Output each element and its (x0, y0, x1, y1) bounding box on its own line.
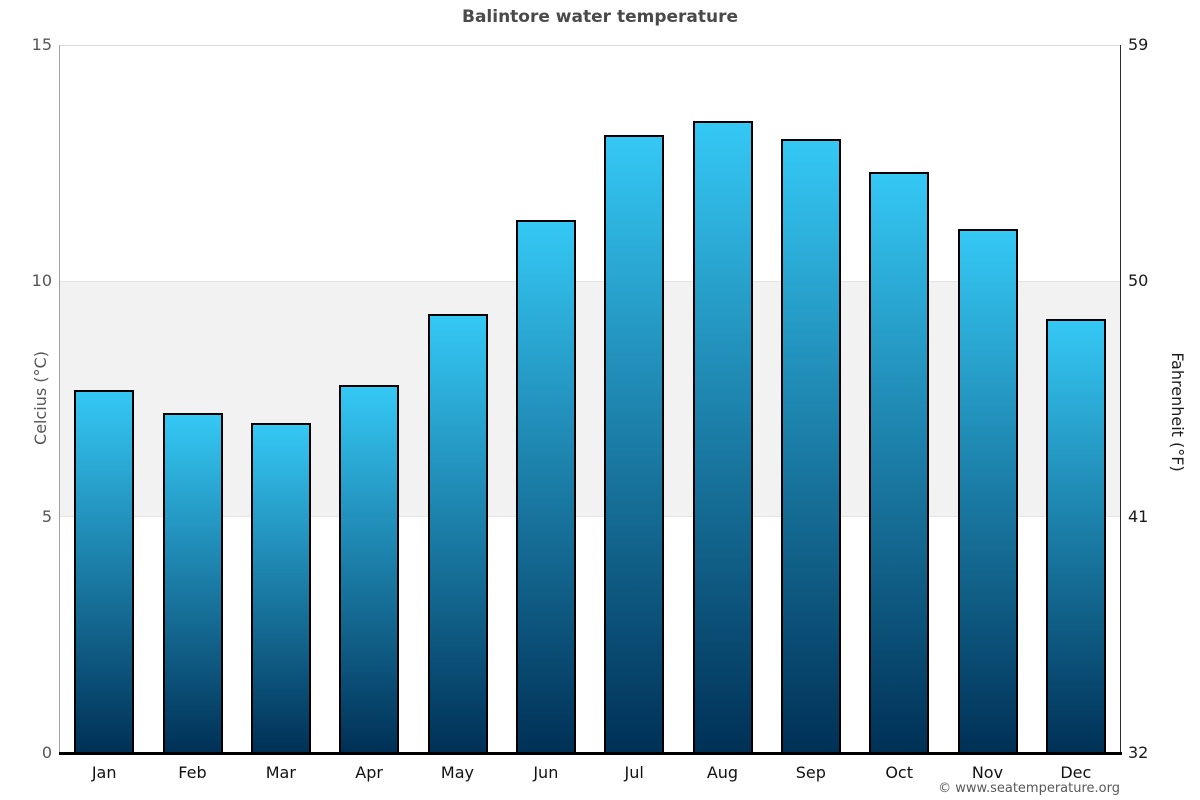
month-label-nov: Nov (971, 763, 1004, 782)
celsius-tick-0: 0 (41, 743, 52, 762)
month-label-feb: Feb (178, 763, 207, 782)
month-label-apr: Apr (355, 763, 383, 782)
bars-group (60, 45, 1120, 753)
fahrenheit-tick-59: 59 (1128, 35, 1149, 54)
month-label-jan: Jan (91, 763, 117, 782)
celsius-tick-15: 15 (31, 35, 52, 54)
celsius-tick-5: 5 (41, 507, 52, 526)
fahrenheit-tick-32: 32 (1128, 743, 1149, 762)
celsius-tick-10: 10 (31, 271, 52, 290)
plot-area (59, 45, 1122, 755)
month-label-jul: Jul (624, 763, 644, 782)
month-label-oct: Oct (885, 763, 913, 782)
month-label-jun: Jun (533, 763, 559, 782)
bar-jun (515, 219, 576, 753)
bar-dec (1045, 318, 1106, 753)
gridline-15c (60, 45, 1120, 46)
bar-may (427, 314, 488, 753)
bar-mar (250, 422, 311, 753)
fahrenheit-tick-50: 50 (1128, 271, 1149, 290)
copyright-text: © www.seatemperature.org (938, 781, 1120, 796)
fahrenheit-axis-title: Fahrenheit (°F) (1168, 352, 1187, 472)
bar-jul (604, 134, 665, 753)
x-axis-line (59, 752, 1122, 755)
celsius-axis-line (59, 45, 60, 753)
shaded-band-5-10c (60, 281, 1120, 517)
celsius-axis-title: Celcius (°C) (31, 351, 50, 445)
bar-feb (162, 413, 223, 753)
bar-oct (869, 172, 930, 753)
bar-sep (780, 139, 841, 753)
fahrenheit-tick-41: 41 (1128, 507, 1149, 526)
month-label-mar: Mar (265, 763, 296, 782)
bar-aug (692, 120, 753, 753)
bar-nov (957, 229, 1018, 753)
month-label-sep: Sep (795, 763, 826, 782)
fahrenheit-axis-line (1120, 45, 1121, 753)
chart-title: Balintore water temperature (461, 7, 739, 27)
bar-jan (74, 389, 135, 753)
month-label-aug: Aug (706, 763, 739, 782)
bar-apr (339, 384, 400, 753)
month-label-may: May (440, 763, 474, 782)
month-label-dec: Dec (1060, 763, 1092, 782)
